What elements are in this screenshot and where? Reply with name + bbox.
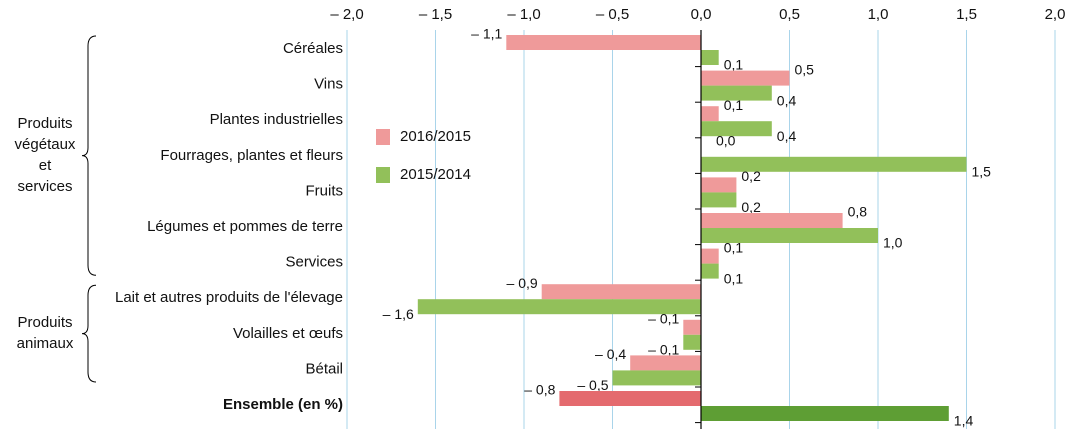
value-label: 0,0	[716, 133, 736, 149]
group-label: végétaux	[15, 136, 76, 153]
x-tick-label: 1,5	[956, 6, 977, 23]
value-label: 0,4	[777, 92, 797, 108]
group-label: services	[17, 178, 72, 195]
bar	[701, 406, 949, 421]
bar	[701, 70, 790, 86]
x-tick-label: – 0,5	[596, 6, 629, 23]
legend-swatch	[376, 167, 390, 183]
y-tick-label: Fourrages, plantes et fleurs	[160, 147, 343, 164]
group-label: et	[39, 157, 52, 174]
value-label: 0,2	[741, 199, 761, 215]
value-label: – 0,8	[524, 382, 555, 398]
bar	[701, 177, 737, 193]
value-label: 0,4	[777, 128, 797, 144]
value-label: 0,5	[795, 61, 815, 77]
value-label: 0,1	[724, 239, 744, 255]
y-tick-label: Plantes industrielles	[210, 111, 343, 128]
y-tick-label: Volailles et œufs	[233, 325, 343, 342]
y-tick-label: Lait et autres produits de l'élevage	[115, 289, 343, 306]
bar	[683, 319, 701, 335]
bar	[701, 106, 719, 122]
value-label: 0,8	[848, 204, 868, 220]
y-tick-label: Céréales	[283, 40, 343, 57]
value-label: – 0,5	[577, 377, 608, 393]
y-tick-label: Fruits	[306, 182, 344, 199]
bar	[701, 121, 772, 137]
y-tick-label: Vins	[314, 76, 343, 93]
bar	[701, 248, 719, 264]
bar	[417, 299, 701, 315]
bar	[506, 35, 701, 50]
value-label: 0,1	[724, 97, 744, 113]
bar	[701, 213, 843, 228]
y-tick-label: Légumes et pommes de terre	[147, 218, 343, 235]
bar	[612, 370, 701, 386]
bar	[701, 156, 967, 172]
value-label: – 0,1	[648, 342, 679, 358]
value-label: 1,5	[972, 164, 992, 180]
group-label: animaux	[17, 335, 74, 352]
group-brace	[81, 35, 97, 276]
legend-swatch	[376, 129, 390, 145]
y-tick-label: Bétail	[305, 360, 343, 377]
bar	[541, 284, 701, 300]
value-label: – 1,6	[383, 306, 414, 322]
x-tick-label: – 1,5	[419, 6, 452, 23]
value-label: – 0,9	[507, 275, 538, 291]
bar	[559, 391, 701, 406]
bar	[701, 228, 878, 243]
value-label: 0,2	[741, 168, 761, 184]
y-tick-label: Services	[285, 254, 343, 271]
x-tick-label: 1,0	[868, 6, 889, 23]
x-tick-label: 0,0	[691, 6, 712, 23]
bar	[683, 334, 701, 350]
y-tick-label: Ensemble (en %)	[223, 396, 343, 413]
legend-label: 2015/2014	[400, 166, 471, 183]
value-label: – 1,1	[471, 26, 502, 42]
value-label: – 0,1	[648, 311, 679, 327]
value-label: – 0,4	[595, 346, 626, 362]
x-tick-label: – 1,0	[507, 6, 540, 23]
value-label: 1,4	[954, 413, 974, 429]
bar	[701, 50, 719, 65]
x-tick-label: – 2,0	[330, 6, 363, 23]
x-tick-label: 2,0	[1045, 6, 1066, 23]
bar	[701, 192, 737, 208]
value-label: 1,0	[883, 235, 903, 251]
bar	[701, 263, 719, 279]
value-label: 0,1	[724, 57, 744, 73]
group-brace	[81, 284, 97, 383]
bar	[701, 85, 772, 101]
x-tick-label: 0,5	[779, 6, 800, 23]
bar	[630, 355, 701, 371]
value-label: 0,1	[724, 270, 744, 286]
legend-label: 2016/2015	[400, 128, 471, 145]
group-label: Produits	[17, 314, 72, 331]
group-label: Produits	[17, 115, 72, 132]
